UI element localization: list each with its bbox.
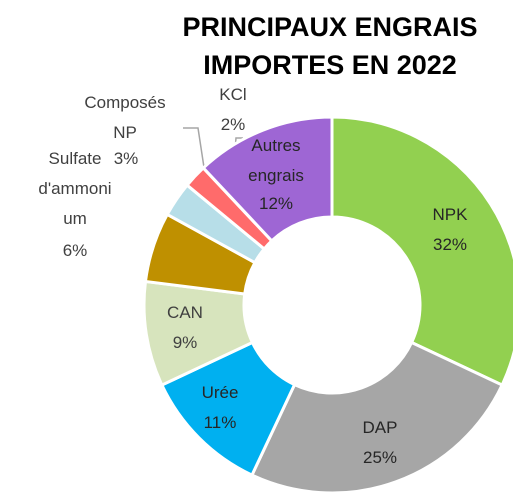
value-label: 11% [203, 413, 237, 432]
segment-label: CAN [167, 303, 203, 322]
value-label: 12% [258, 194, 294, 213]
value-label: 6% [62, 241, 88, 260]
segment-label: NPK [432, 205, 468, 224]
chart-title: PRINCIPAUX ENGRAIS IMPORTES EN 2022 [182, 12, 478, 80]
segment-label: Autres engrais [248, 136, 304, 185]
segment-label: Urée [201, 383, 239, 402]
donut-segment [330, 115, 513, 388]
value-label: 2% [220, 115, 246, 134]
segment-label: KCl [219, 85, 247, 104]
segment-label: Sulfate d'ammonium [38, 149, 112, 228]
donut-segment [249, 340, 505, 495]
segment-label: Composés NP [84, 93, 166, 142]
segment-label: DAP [362, 418, 398, 437]
donut-segment [201, 115, 334, 243]
value-label: 3% [113, 149, 139, 168]
value-label: 32% [432, 235, 468, 254]
value-label: 25% [362, 448, 398, 467]
value-label: 9% [172, 333, 198, 352]
